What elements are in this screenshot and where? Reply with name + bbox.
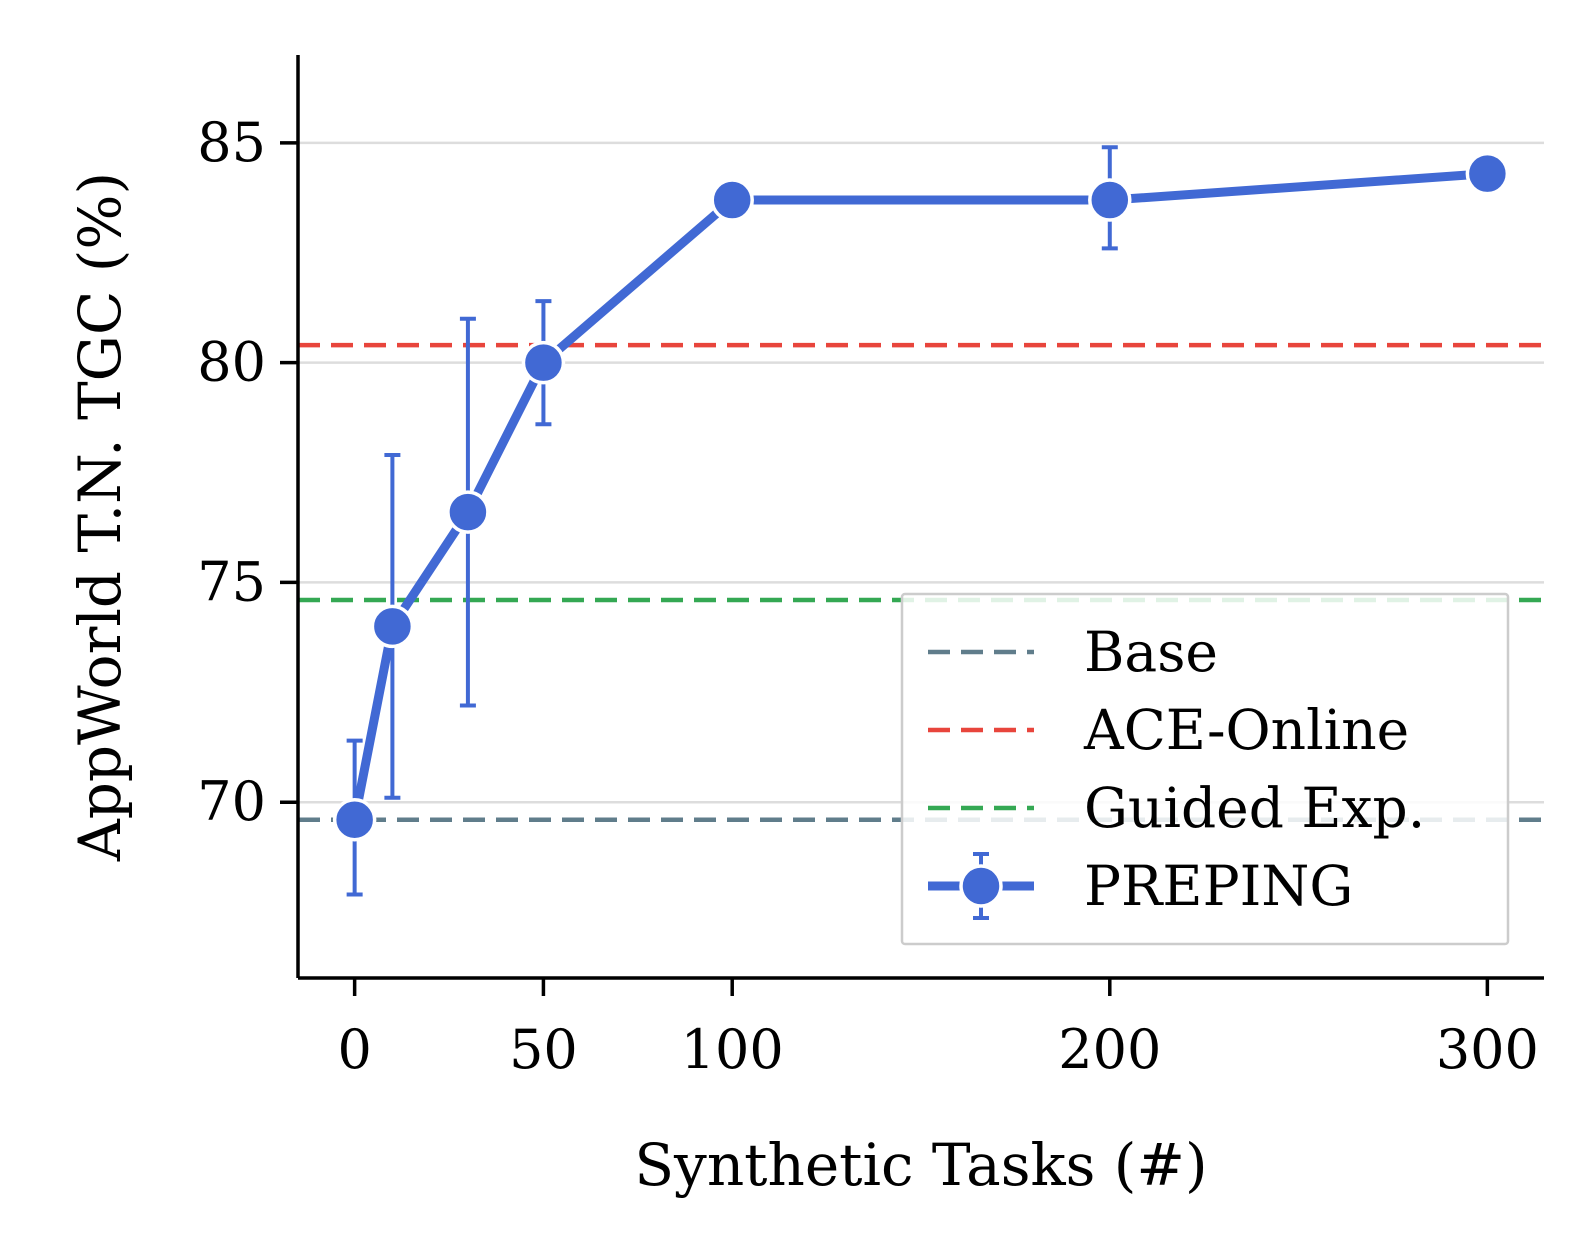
legend-handle-marker [959, 864, 1003, 908]
legend-label: ACE-Online [1083, 698, 1409, 762]
y-axis-label: AppWorld T.N. TGC (%) [66, 172, 134, 862]
legend-label: Guided Exp. [1084, 776, 1425, 840]
series-layer [332, 145, 1510, 897]
axes: 70 75 80 85 0 50 100 200 300 [197, 55, 1544, 1081]
data-point [1465, 151, 1510, 196]
x-tick-label: 100 [681, 1018, 784, 1081]
data-point [521, 340, 566, 385]
x-tick-label: 200 [1058, 1018, 1161, 1081]
y-tick-label: 80 [197, 331, 266, 394]
x-tick-label: 0 [337, 1018, 371, 1081]
legend-label: PREPING [1084, 854, 1353, 918]
x-axis-label: Synthetic Tasks (#) [634, 1131, 1207, 1199]
legend-label: Base [1084, 620, 1218, 684]
legend: Base ACE-Online Guided Exp. PREPING [900, 592, 1510, 946]
y-tick-label: 75 [197, 550, 266, 613]
data-point [446, 490, 490, 534]
legend-box [900, 592, 1510, 946]
y-tick-label: 70 [197, 770, 266, 833]
x-tick-label: 50 [509, 1018, 578, 1081]
y-tick-label: 85 [197, 111, 266, 174]
data-point [370, 604, 415, 649]
data-point [710, 178, 754, 222]
data-point [332, 798, 377, 842]
x-tick-label: 300 [1436, 1018, 1539, 1081]
data-point [1088, 178, 1132, 222]
